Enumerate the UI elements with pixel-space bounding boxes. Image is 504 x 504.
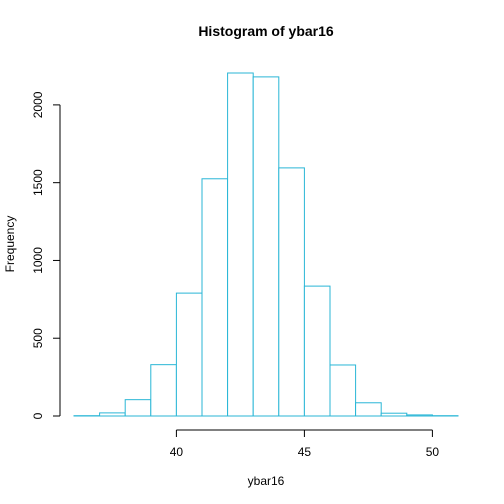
x-tick-label-1: 45 bbox=[298, 445, 312, 459]
y-axis: 0 500 1000 1500 2000 bbox=[31, 91, 61, 419]
histogram-bar-5 bbox=[201, 178, 229, 417]
histogram-bar-10 bbox=[329, 364, 357, 417]
y-tick-label-3: 1500 bbox=[31, 169, 45, 196]
bars-group bbox=[73, 72, 459, 417]
histogram-bar-9 bbox=[303, 285, 331, 417]
histogram-bar-4 bbox=[175, 292, 203, 417]
histogram-bar-12 bbox=[380, 412, 408, 417]
x-axis: 40 45 50 bbox=[170, 429, 440, 459]
histogram-bar-1 bbox=[99, 412, 126, 417]
histogram-bar-6 bbox=[227, 72, 254, 417]
histogram-bar-13 bbox=[406, 414, 433, 417]
y-tick-label-0: 0 bbox=[31, 412, 45, 419]
histogram-bar-3 bbox=[150, 364, 177, 417]
y-tick-label-4: 2000 bbox=[31, 91, 45, 118]
x-tick-label-0: 40 bbox=[170, 445, 184, 459]
histogram-bar-7 bbox=[252, 76, 280, 417]
histogram-bar-8 bbox=[278, 167, 305, 417]
y-axis-label: Frequency bbox=[3, 216, 17, 273]
x-axis-label: ybar16 bbox=[248, 474, 285, 488]
chart-title: Histogram of ybar16 bbox=[198, 23, 334, 39]
x-tick-label-2: 50 bbox=[426, 445, 440, 459]
histogram-bar-2 bbox=[124, 399, 152, 417]
y-tick-label-1: 500 bbox=[31, 328, 45, 348]
histogram-bar-11 bbox=[355, 402, 382, 417]
y-tick-label-2: 1000 bbox=[31, 247, 45, 274]
